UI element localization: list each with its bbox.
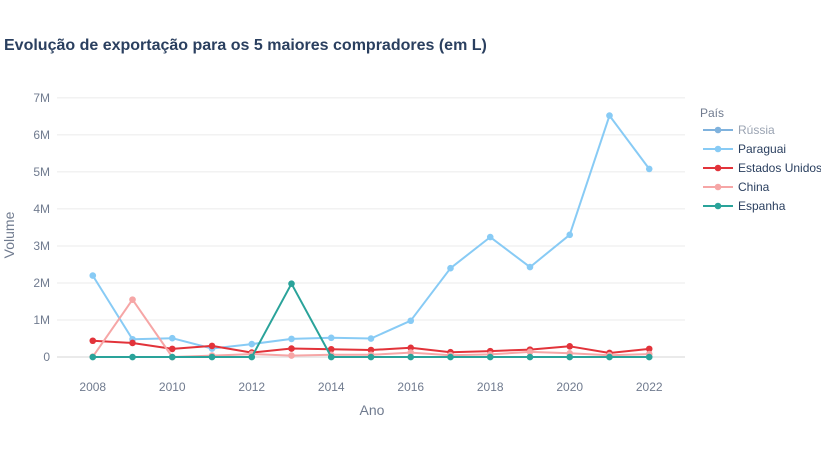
- data-point[interactable]: [248, 353, 256, 361]
- data-point[interactable]: [168, 345, 176, 353]
- data-point[interactable]: [129, 296, 136, 303]
- data-point[interactable]: [248, 340, 256, 348]
- y-tick-label: 5M: [33, 165, 50, 179]
- series-layer: [89, 112, 653, 361]
- y-tick-label: 6M: [33, 128, 50, 142]
- y-tick-label: 1M: [33, 313, 50, 327]
- data-point[interactable]: [526, 348, 534, 356]
- y-tick-label: 0: [43, 350, 50, 364]
- data-point[interactable]: [288, 352, 295, 359]
- legend[interactable]: País Rússia Paraguai Estados Unidos China Es…: [700, 106, 821, 213]
- x-axis-title: Ano: [360, 402, 385, 418]
- data-point[interactable]: [89, 337, 97, 345]
- x-tick-label: 2016: [397, 380, 424, 394]
- data-point[interactable]: [407, 344, 415, 352]
- y-axis-ticks: 0 1M 2M 3M 4M 5M 6M 7M: [33, 91, 50, 364]
- series-line-paraguai: [91, 114, 651, 350]
- y-tick-label: 7M: [33, 91, 50, 105]
- data-point[interactable]: [129, 353, 136, 361]
- legend-items[interactable]: Rússia Paraguai Estados Unidos China Espanha: [703, 123, 821, 213]
- data-point[interactable]: [566, 353, 574, 361]
- legend-label: Rússia: [738, 123, 775, 137]
- legend-swatch-marker: [714, 202, 722, 210]
- data-point[interactable]: [447, 264, 454, 272]
- x-tick-label: 2022: [636, 380, 663, 394]
- data-point[interactable]: [168, 334, 176, 342]
- data-point[interactable]: [288, 345, 295, 352]
- data-point[interactable]: [208, 342, 216, 350]
- legend-item-estados-unidos[interactable]: Estados Unidos: [703, 161, 821, 175]
- chart-title: Evolução de exportação para os 5 maiores…: [4, 37, 487, 54]
- data-point[interactable]: [566, 342, 574, 350]
- data-point[interactable]: [407, 353, 415, 361]
- data-point[interactable]: [645, 345, 653, 353]
- data-point[interactable]: [486, 233, 494, 241]
- data-point[interactable]: [566, 231, 574, 239]
- gridlines: [57, 97, 685, 358]
- data-point[interactable]: [89, 353, 97, 361]
- data-point[interactable]: [367, 353, 375, 361]
- x-tick-label: 2012: [238, 380, 265, 394]
- legend-item-china[interactable]: China: [703, 180, 770, 194]
- data-point[interactable]: [407, 317, 415, 325]
- legend-title: País: [700, 106, 724, 120]
- data-point[interactable]: [168, 353, 176, 361]
- legend-label: China: [738, 180, 770, 194]
- data-point[interactable]: [526, 263, 534, 271]
- series-espanha: [89, 280, 653, 361]
- legend-label: Espanha: [738, 199, 786, 213]
- x-tick-label: 2020: [556, 380, 583, 394]
- data-point[interactable]: [89, 272, 97, 279]
- legend-item-russia[interactable]: Rússia: [703, 123, 775, 137]
- data-point[interactable]: [645, 165, 653, 173]
- legend-swatch-marker: [714, 164, 722, 172]
- y-tick-label: 3M: [33, 239, 50, 253]
- legend-item-paraguai[interactable]: Paraguai: [703, 142, 786, 156]
- legend-swatch-marker: [714, 183, 722, 191]
- x-tick-label: 2018: [477, 380, 504, 394]
- data-point[interactable]: [327, 334, 335, 342]
- data-point[interactable]: [288, 280, 295, 288]
- legend-swatch-marker: [714, 126, 722, 134]
- data-point[interactable]: [606, 353, 613, 361]
- series-paraguai: [89, 112, 653, 352]
- data-point[interactable]: [327, 353, 335, 361]
- legend-item-espanha[interactable]: Espanha: [703, 199, 786, 213]
- legend-label: Paraguai: [738, 142, 786, 156]
- legend-swatch-marker: [714, 145, 722, 153]
- y-tick-label: 2M: [33, 276, 50, 290]
- data-point[interactable]: [367, 335, 375, 342]
- series-estados-unidos: [89, 337, 653, 357]
- data-point[interactable]: [208, 353, 216, 361]
- data-point[interactable]: [129, 339, 136, 347]
- data-point[interactable]: [367, 346, 375, 354]
- legend-label: Estados Unidos: [738, 161, 821, 175]
- y-tick-label: 4M: [33, 202, 50, 216]
- data-point[interactable]: [327, 345, 335, 353]
- data-point[interactable]: [486, 353, 494, 361]
- data-point[interactable]: [288, 335, 295, 343]
- data-point[interactable]: [526, 353, 534, 361]
- data-point[interactable]: [447, 353, 454, 361]
- x-tick-label: 2014: [318, 380, 345, 394]
- data-point[interactable]: [645, 353, 653, 361]
- y-axis-title: Volume: [1, 211, 17, 258]
- x-tick-label: 2008: [79, 380, 106, 394]
- x-axis-ticks: 2008 2010 2012 2014 2016 2018 2020 2022: [79, 380, 662, 394]
- data-point[interactable]: [606, 112, 613, 119]
- x-tick-label: 2010: [159, 380, 186, 394]
